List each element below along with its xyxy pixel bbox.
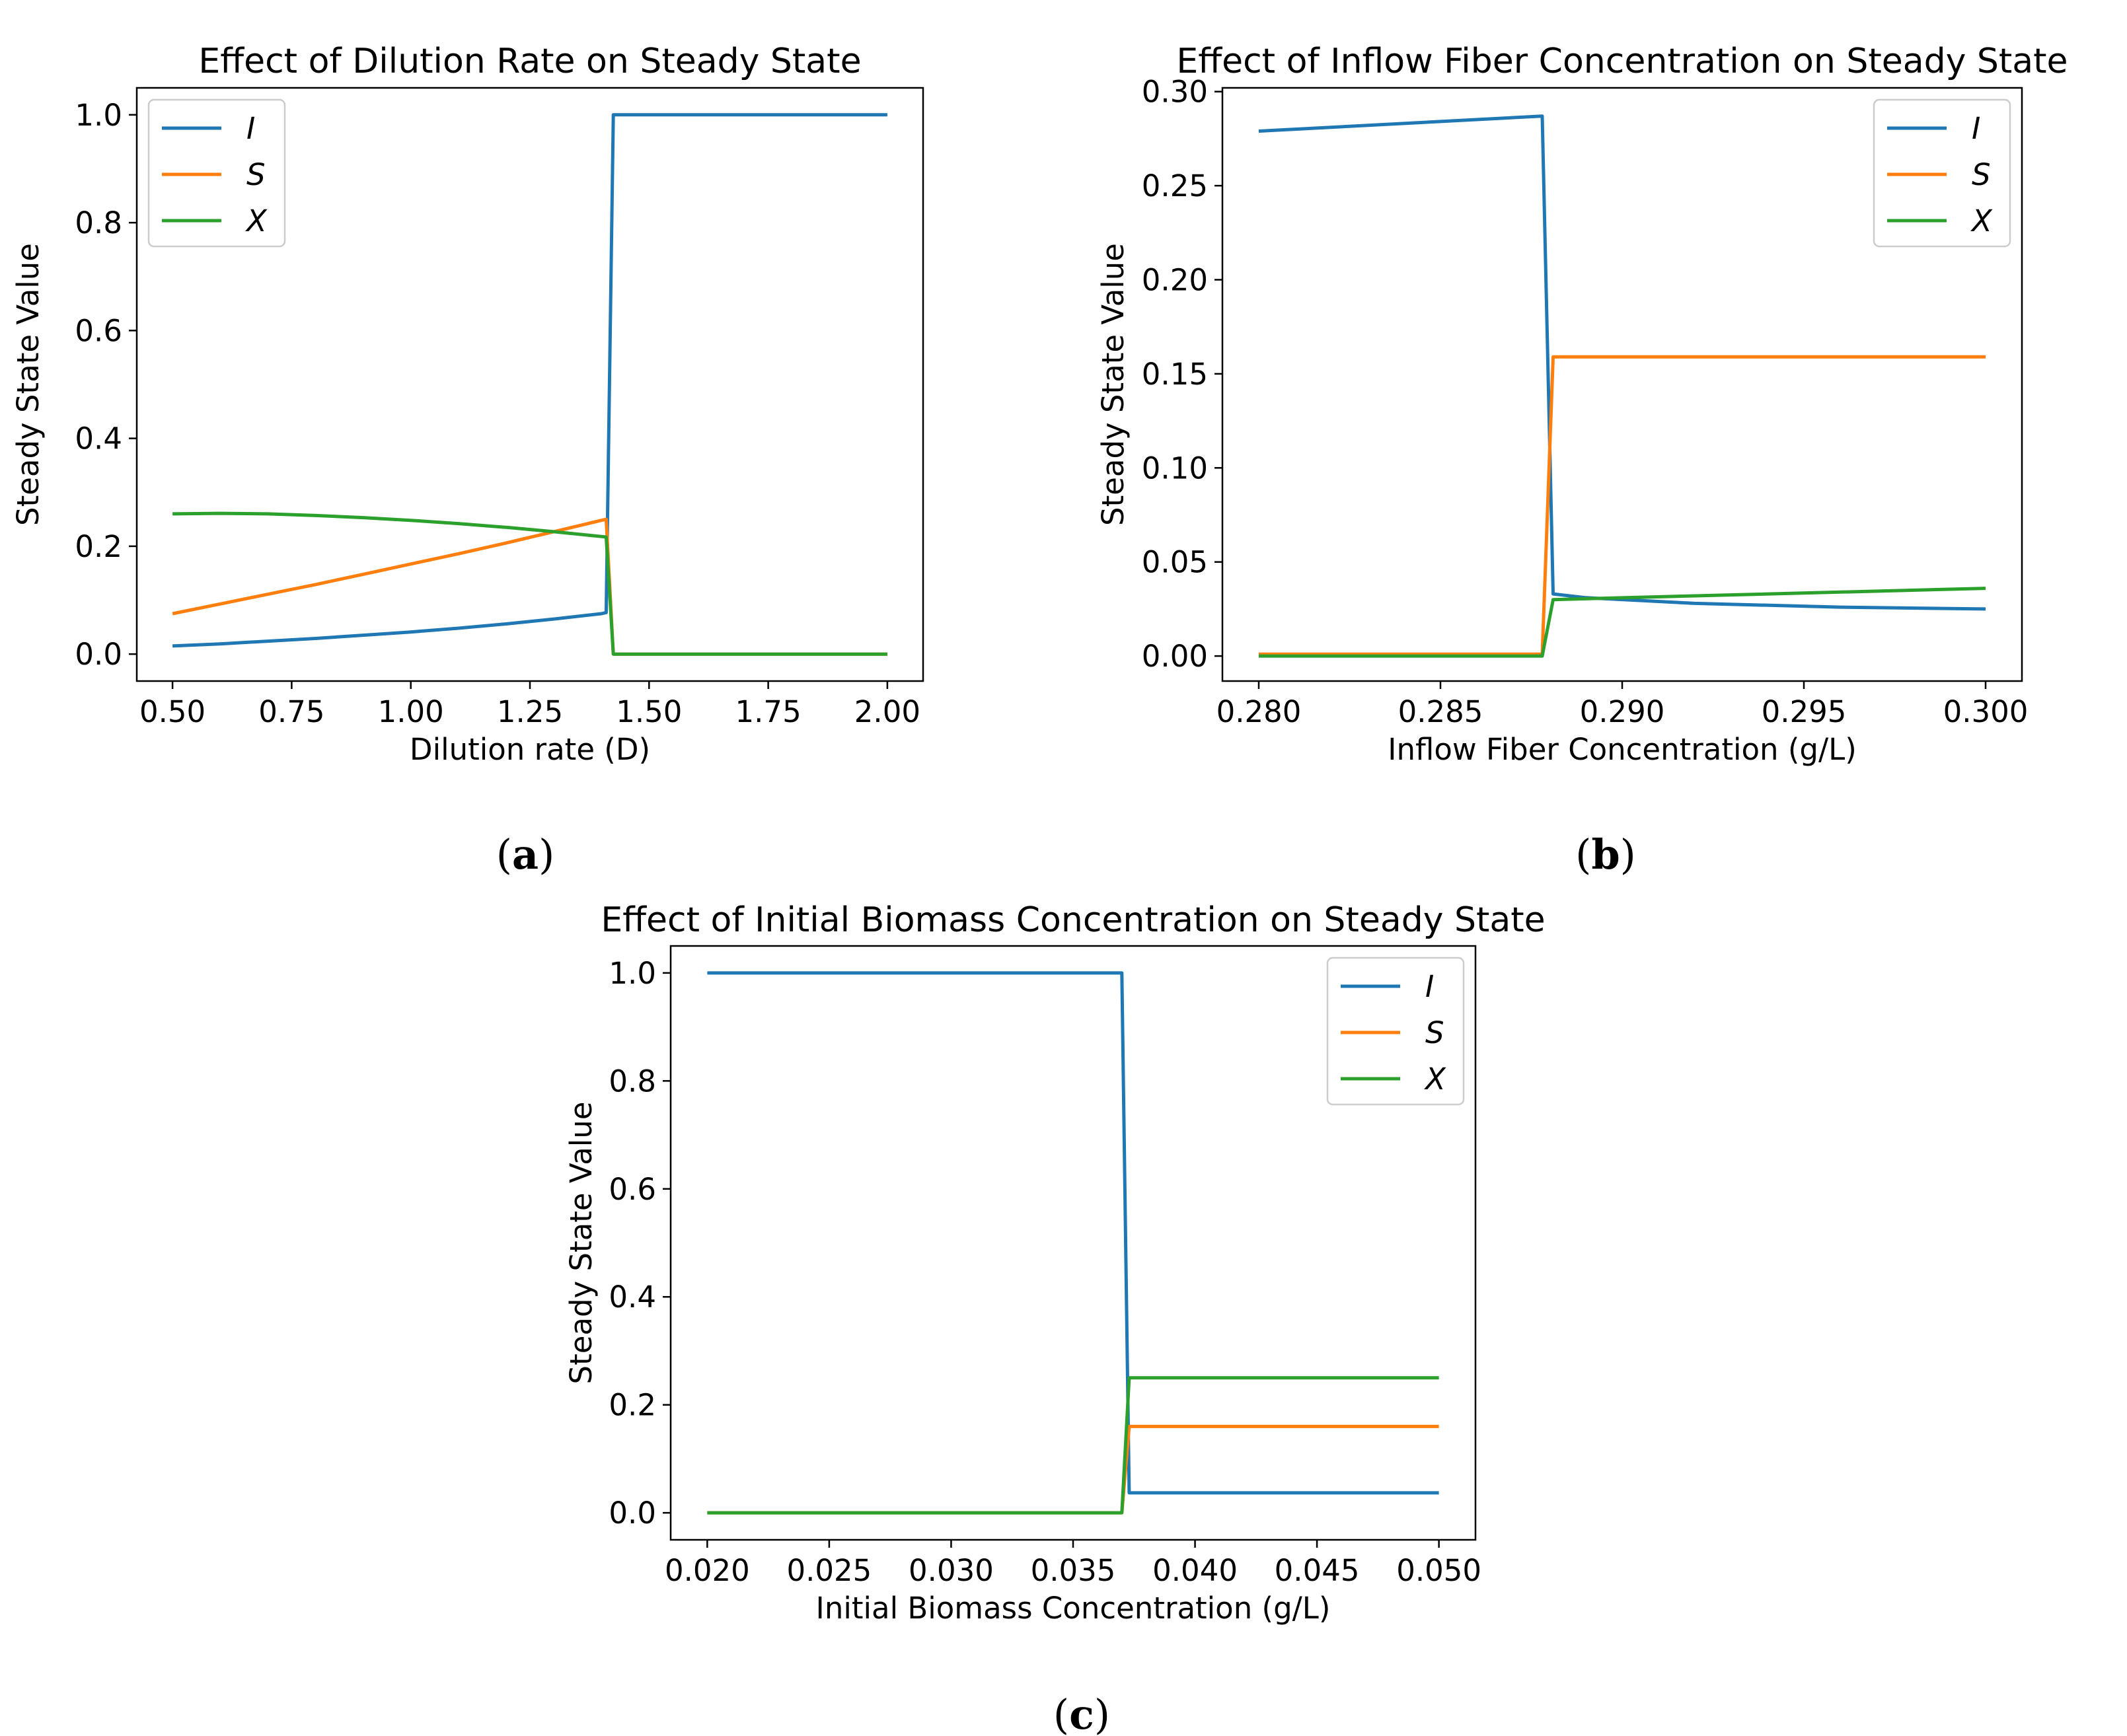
- y-tick-label: 0.20: [1142, 263, 1208, 298]
- caption-close-paren: ): [1094, 1690, 1110, 1736]
- series-line-I: [707, 971, 1439, 1495]
- y-axis-label: Steady State Value: [1096, 243, 1131, 526]
- subfigure-caption: (b): [1575, 830, 1636, 879]
- caption-open-paren: (: [1575, 830, 1591, 879]
- legend-label-S: S: [1425, 1015, 1444, 1050]
- legend: ISX: [147, 98, 286, 248]
- caption-close-paren: ): [1620, 830, 1636, 879]
- series-line-S: [707, 1424, 1439, 1515]
- legend-label-S: S: [1972, 157, 1991, 192]
- x-tick-label: 0.020: [665, 1553, 750, 1588]
- y-tick-label: 1.0: [609, 956, 656, 991]
- y-tick-label: 0.30: [1142, 75, 1208, 110]
- x-tick-label: 0.030: [909, 1553, 994, 1588]
- subfigure-caption: (a): [496, 830, 555, 879]
- chart-panel-a: Effect of Dilution Rate on Steady State 0…: [11, 42, 924, 879]
- x-tick-label: 0.025: [786, 1553, 872, 1588]
- x-tick-label: 0.050: [1396, 1553, 1481, 1588]
- y-axis-label: Steady State Value: [564, 1102, 599, 1385]
- y-tick-label: 0.4: [609, 1280, 656, 1315]
- series-line-X: [1259, 587, 1986, 658]
- y-tick-label: 0.10: [1142, 451, 1208, 486]
- y-tick-label: 0.2: [609, 1388, 656, 1423]
- chart-panel-b: Effect of Inflow Fiber Concentration on …: [1096, 42, 2068, 879]
- y-tick-label: 0.0: [75, 637, 122, 672]
- caption-letter: c: [1069, 1690, 1094, 1736]
- legend-label-S: S: [246, 157, 266, 192]
- x-tick-label: 0.040: [1152, 1553, 1238, 1588]
- chart-panel-c: Effect of Initial Biomass Concentration …: [564, 900, 1546, 1736]
- caption-letter: b: [1591, 830, 1620, 879]
- chart-title: Effect of Dilution Rate on Steady State: [198, 42, 861, 81]
- plot-area: [1258, 114, 1986, 658]
- caption-letter: a: [512, 830, 539, 879]
- series-line-X: [172, 511, 887, 656]
- y-axis-label: Steady State Value: [11, 243, 46, 526]
- series-line-S: [1259, 355, 1986, 656]
- legend-label-I: I: [246, 111, 255, 146]
- x-tick-label: 0.290: [1580, 694, 1665, 729]
- legend-label-X: X: [245, 203, 268, 238]
- legend: ISX: [1873, 98, 2011, 248]
- x-tick-label: 0.285: [1398, 694, 1483, 729]
- x-axis-label: Inflow Fiber Concentration (g/L): [1388, 732, 1857, 767]
- plot-area: [172, 113, 887, 656]
- legend-label-I: I: [1972, 111, 1980, 146]
- x-tick-label: 1.50: [616, 694, 682, 729]
- y-tick-label: 0.8: [75, 205, 122, 240]
- y-tick-label: 0.8: [609, 1064, 656, 1099]
- y-tick-label: 0.05: [1142, 545, 1208, 580]
- y-tick-label: 0.0: [609, 1496, 656, 1531]
- x-tick-label: 0.295: [1762, 694, 1847, 729]
- x-tick-label: 1.75: [735, 694, 802, 729]
- y-tick-label: 0.2: [75, 529, 122, 564]
- legend-label-X: X: [1970, 203, 1993, 238]
- x-tick-label: 2.00: [854, 694, 920, 729]
- plot-area: [707, 971, 1439, 1515]
- y-tick-label: 0.6: [75, 313, 122, 348]
- legend: ISX: [1326, 957, 1465, 1106]
- x-tick-label: 0.75: [258, 694, 324, 729]
- caption-open-paren: (: [496, 830, 512, 879]
- legend-label-I: I: [1425, 969, 1434, 1004]
- y-tick-label: 0.6: [609, 1172, 656, 1207]
- y-tick-label: 0.25: [1142, 168, 1208, 203]
- x-tick-label: 0.50: [139, 694, 205, 729]
- x-tick-label: 0.300: [1943, 694, 2029, 729]
- x-axis-label: Initial Biomass Concentration (g/L): [816, 1591, 1331, 1626]
- series-line-I: [172, 113, 887, 648]
- x-tick-label: 1.00: [378, 694, 444, 729]
- subfigure-caption: (c): [1053, 1690, 1110, 1736]
- x-axis-label: Dilution rate (D): [410, 732, 650, 767]
- y-tick-label: 0.4: [75, 421, 122, 456]
- caption-open-paren: (: [1053, 1690, 1069, 1736]
- x-tick-label: 0.280: [1216, 694, 1302, 729]
- series-line-S: [172, 517, 887, 656]
- caption-close-paren: ): [539, 830, 554, 879]
- series-line-X: [707, 1376, 1439, 1515]
- y-tick-label: 0.15: [1142, 357, 1208, 392]
- chart-title: Effect of Inflow Fiber Concentration on …: [1176, 42, 2068, 81]
- chart-title: Effect of Initial Biomass Concentration …: [601, 900, 1545, 940]
- y-tick-label: 0.00: [1142, 639, 1208, 674]
- y-tick-label: 1.0: [75, 98, 122, 133]
- x-tick-label: 1.25: [497, 694, 563, 729]
- x-tick-label: 0.035: [1031, 1553, 1116, 1588]
- x-tick-label: 0.045: [1275, 1553, 1360, 1588]
- legend-label-X: X: [1424, 1062, 1446, 1097]
